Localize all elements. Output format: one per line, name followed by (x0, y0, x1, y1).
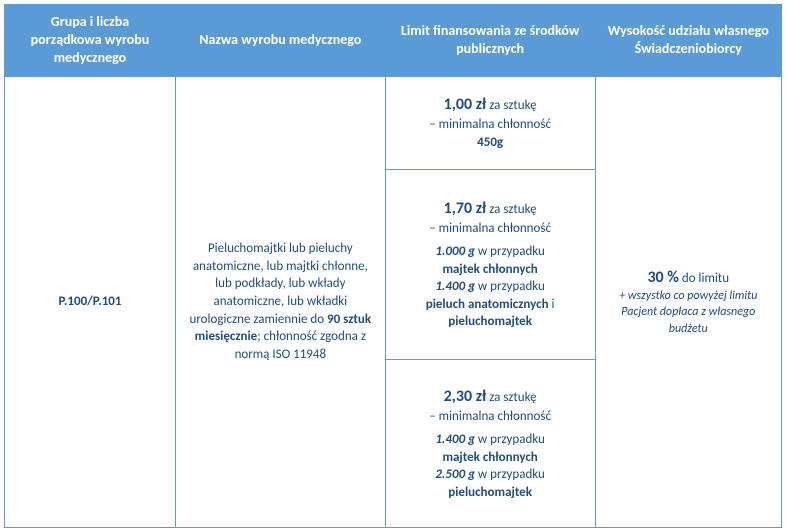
header-row: Grupa i liczba porządkowa wyrobu medyczn… (5, 5, 782, 77)
limit-what: pieluchomajtek (396, 484, 585, 502)
limit-grams: 1.400 g (435, 279, 475, 294)
own-share-to-limit: do limitu (682, 271, 729, 286)
limit-detail: 1.000 g w przypadku (396, 243, 585, 261)
limit-what-b: pieluchomajtek (448, 314, 532, 329)
limit-grams: 2.500 g (435, 467, 475, 482)
limit-case: w przypadku (478, 279, 545, 294)
limit-price: 1,00 zł (444, 95, 487, 114)
own-share-cell: 30 % do limitu + wszystko co powyżej lim… (595, 76, 782, 527)
product-description-cell: Pieluchomajtki lub pieluchy anatomiczne,… (175, 76, 385, 527)
limit-what-combined: pieluch anatomicznych i pieluchomajtek (396, 296, 585, 331)
limit-price: 1,70 zł (444, 199, 487, 218)
group-code-cell: P.100/P.101 (5, 76, 176, 527)
header-own-share: Wysokość udziału własnego Świadczeniobio… (595, 5, 782, 77)
limit-what: majtek chłonnych (396, 449, 585, 467)
limit-per: za sztukę (489, 390, 536, 405)
header-funding-limit: Limit finansowania ze środków publicznyc… (385, 5, 595, 77)
limit-min-label: – minimalna chłonność (396, 116, 585, 134)
own-share-note: + wszystko co powyżej limitu Pacjent dop… (606, 288, 772, 337)
limit-what: majtek chłonnych (396, 261, 585, 279)
limit-cell: 1,70 zł za sztukę – minimalna chłonność … (385, 170, 595, 360)
own-share-line: 30 % do limitu (606, 267, 772, 289)
reimbursement-table: Grupa i liczba porządkowa wyrobu medyczn… (4, 4, 782, 528)
own-share-pct: 30 % (647, 268, 679, 287)
limit-case: w przypadku (478, 244, 545, 259)
limit-cell: 2,30 zł za sztukę – minimalna chłonność … (385, 360, 595, 528)
limit-min-label: – minimalna chłonność (396, 220, 585, 238)
limit-line: 1,00 zł za sztukę (396, 94, 585, 116)
header-product-name: Nazwa wyrobu medycznego (175, 5, 385, 77)
header-group-code: Grupa i liczba porządkowa wyrobu medyczn… (5, 5, 176, 77)
limit-grams: 1.400 g (435, 432, 475, 447)
limit-price: 2,30 zł (444, 387, 487, 406)
limit-detail: 2.500 g w przypadku (396, 466, 585, 484)
limit-min-label: – minimalna chłonność (396, 408, 585, 426)
limit-what-a: pieluch anatomicznych (426, 297, 549, 312)
limit-case: w przypadku (478, 432, 545, 447)
limit-grams: 450g (396, 134, 585, 152)
limit-per: za sztukę (489, 202, 536, 217)
limit-detail: 1.400 g w przypadku (396, 431, 585, 449)
limit-case: w przypadku (478, 467, 545, 482)
limit-cell: 1,00 zł za sztukę – minimalna chłonność … (385, 76, 595, 169)
table-row: P.100/P.101 Pieluchomajtki lub pieluchy … (5, 76, 782, 169)
limit-per: za sztukę (489, 98, 536, 113)
limit-grams: 1.000 g (435, 244, 475, 259)
limit-line: 2,30 zł za sztukę (396, 386, 585, 408)
limit-line: 1,70 zł za sztukę (396, 198, 585, 220)
limit-detail: 1.400 g w przypadku (396, 278, 585, 296)
limit-joiner: i (549, 297, 555, 312)
